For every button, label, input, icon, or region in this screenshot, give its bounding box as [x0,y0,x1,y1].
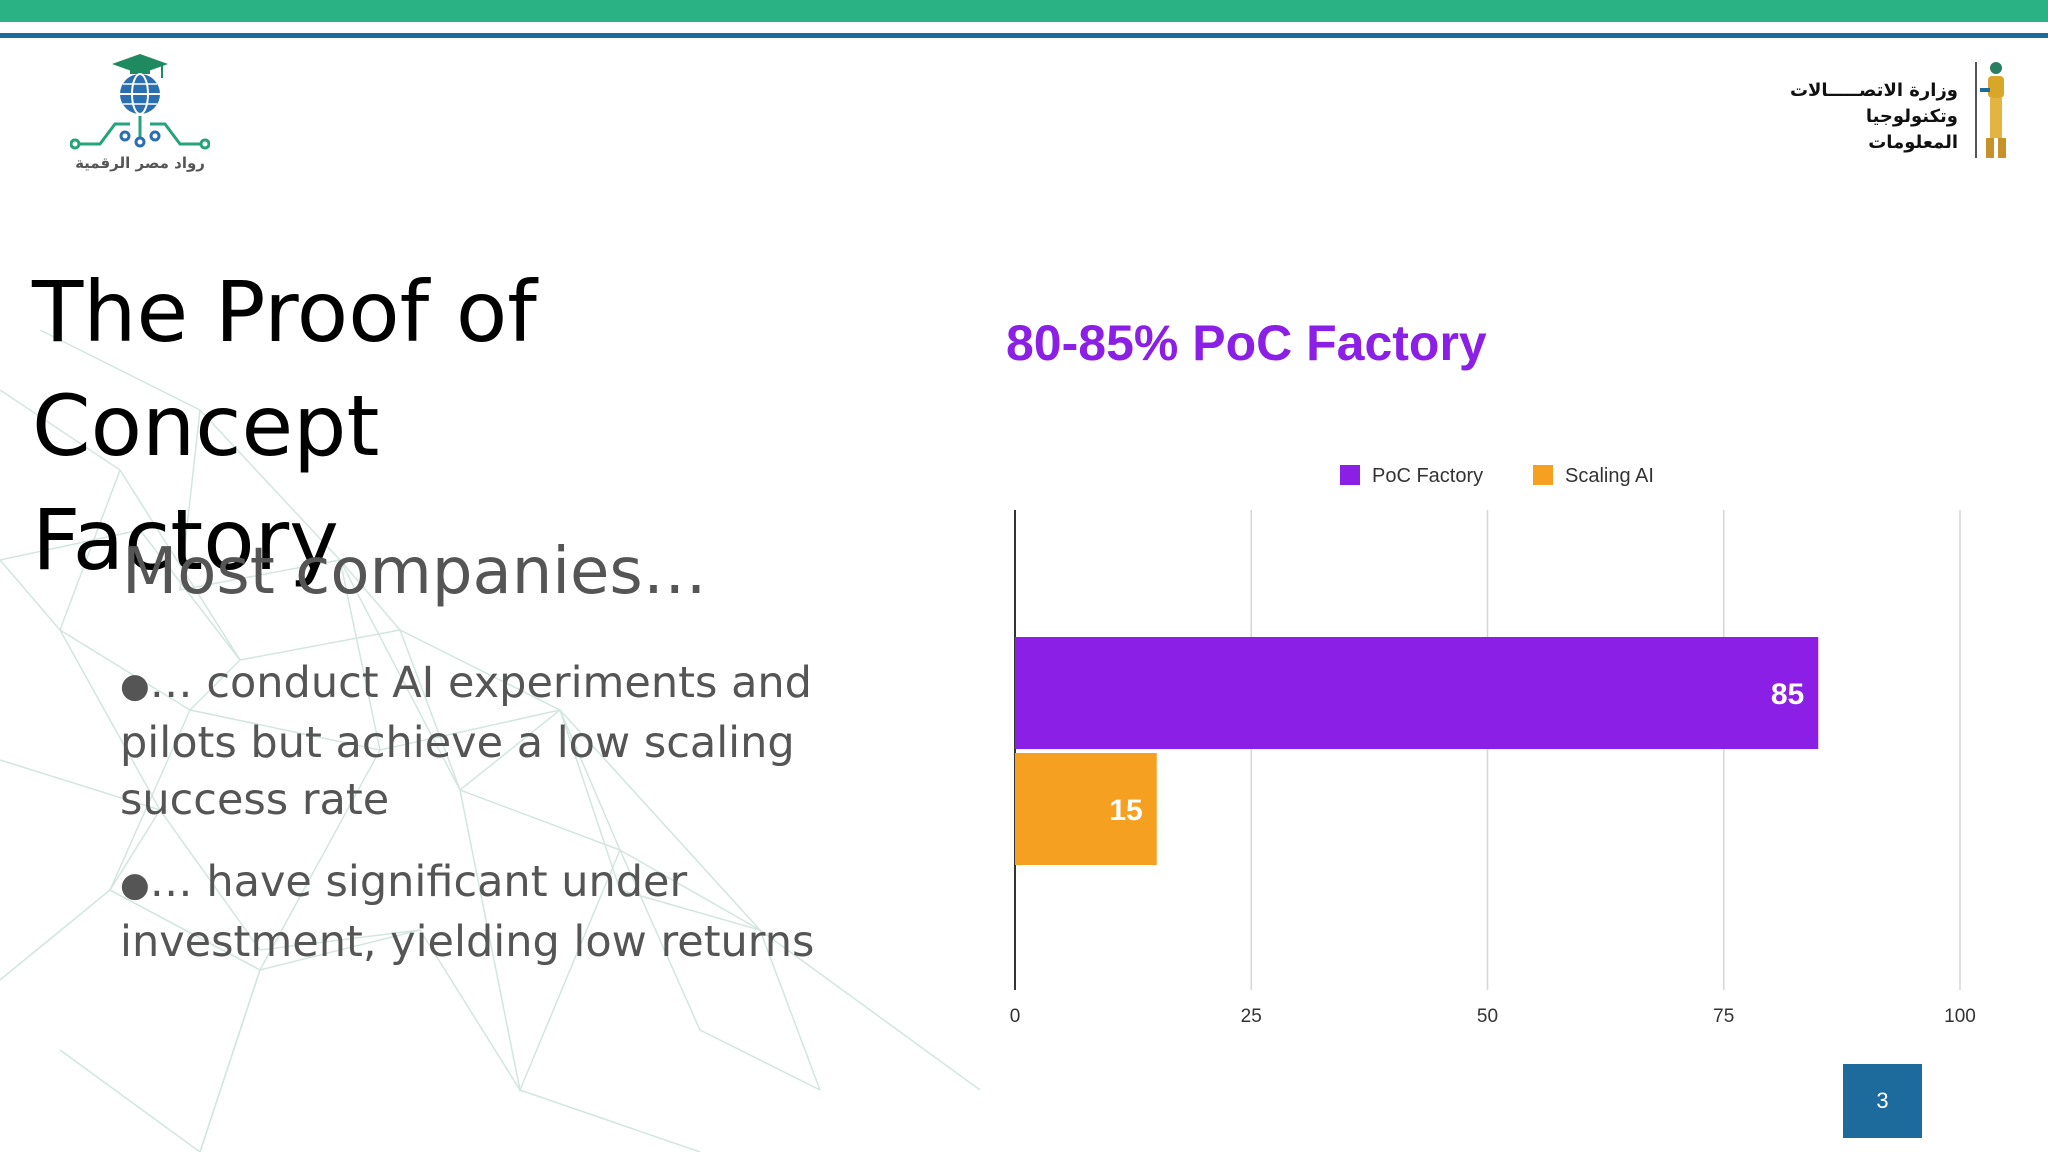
digital-egypt-pioneers-logo: رواد مصر الرقمية [60,52,220,182]
bar-chart: 0 25 50 75 100 PoC Factory Scaling AI 85 15 [1010,465,1976,1027]
left-logo-caption: رواد مصر الرقمية [75,154,205,172]
ministry-name: وزارة الاتصـــــالات وتكنولوجيا المعلوما… [1780,78,1958,156]
bar [1015,637,1819,749]
slide-title-line2: Factory [32,491,339,589]
top-green-band [0,0,2048,22]
legend-swatch [1533,465,1553,485]
background-network-pattern [0,330,981,1152]
bullet-text: … conduct AI experiments and pilots but … [120,658,812,825]
bullet-item: ●… have significant under investment, yi… [120,854,880,971]
bullet-marker: ● [120,865,150,905]
subheading: Most companies… [122,535,707,609]
bar [1015,753,1157,865]
page-number-badge: 3 [1843,1064,1922,1138]
chart-title: 80-85% PoC Factory [1006,315,1487,371]
x-tick-label: 0 [1010,1006,1021,1027]
bullet-marker: ● [120,666,150,706]
ministry-name-line2: وتكنولوجيا المعلومات [1865,106,1958,153]
top-blue-line [0,33,2048,38]
bar-value-label: 15 [1109,794,1142,827]
x-tick-label: 50 [1477,1006,1498,1027]
bullet-list: ●… conduct AI experiments and pilots but… [120,655,880,996]
x-tick-label: 100 [1944,1006,1976,1027]
pharaoh-figure-icon [1975,62,2006,158]
ministry-logo: وزارة الاتصـــــالات وتكنولوجيا المعلوما… [1780,58,2010,162]
slide-title: The Proof of Concept Factory [32,255,892,597]
legend-swatch [1340,465,1360,485]
ministry-name-line1: وزارة الاتصـــــالات [1789,80,1958,101]
x-tick-label: 75 [1713,1006,1734,1027]
legend-label: PoC Factory [1372,465,1483,487]
legend-label: Scaling AI [1565,465,1654,487]
globe-circuit-icon [70,54,210,150]
slide-title-line1: The Proof of Concept [32,263,537,475]
bullet-item: ●… conduct AI experiments and pilots but… [120,655,880,829]
bullet-text: … have significant under investment, yie… [120,857,815,967]
x-tick-label: 25 [1241,1006,1262,1027]
bar-value-label: 85 [1771,678,1804,711]
